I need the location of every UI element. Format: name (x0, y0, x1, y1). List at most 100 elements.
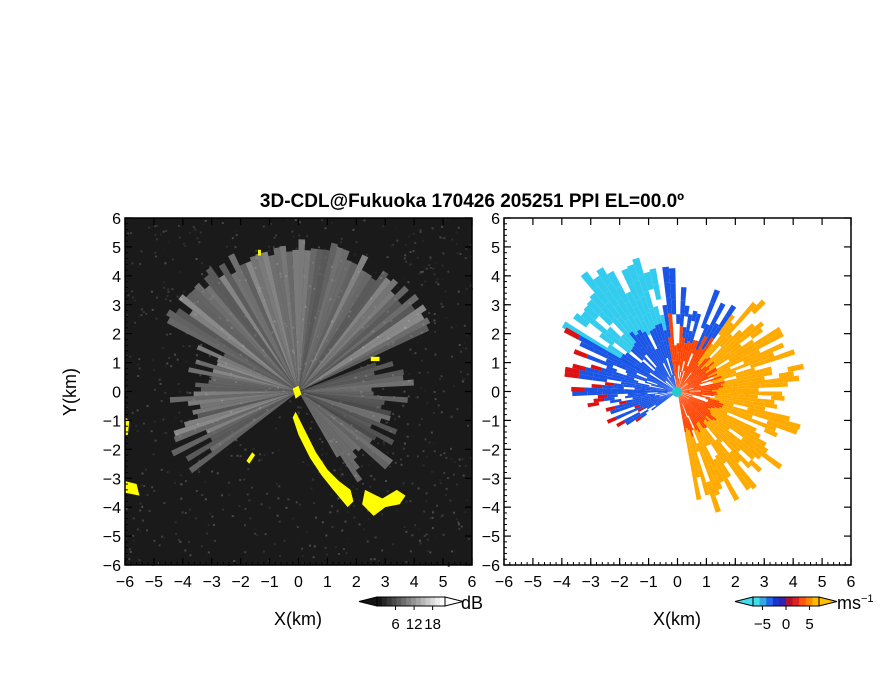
velocity-cell (705, 302, 715, 317)
velocity-cell (706, 481, 716, 498)
velocity-cell (703, 431, 713, 444)
noise-speckle (278, 520, 281, 523)
velocity-cell (632, 399, 643, 405)
echo-beam (245, 261, 299, 392)
noise-speckle (125, 508, 128, 511)
echo-beam (173, 391, 299, 443)
noise-speckle (422, 464, 425, 467)
noise-speckle (263, 454, 266, 457)
velocity-cell (719, 406, 735, 415)
noise-speckle (260, 503, 263, 506)
noise-speckle (444, 290, 447, 293)
noise-speckle (260, 458, 263, 461)
velocity-cell (666, 326, 671, 338)
x-tick-label: 3 (760, 574, 769, 591)
noise-speckle (168, 357, 171, 360)
velocity-cell (753, 334, 769, 347)
intensity-colorbar: 6 12 18 dB (358, 593, 483, 633)
noise-speckle (198, 471, 201, 474)
noise-speckle (426, 538, 429, 541)
strong-echo-region (292, 411, 354, 508)
x-tick-label: 4 (410, 574, 419, 591)
velocity-cell (760, 410, 776, 418)
noise-speckle (291, 517, 294, 520)
noise-speckle (441, 264, 444, 267)
velocity-cell (681, 352, 685, 363)
velocity-cell (715, 335, 727, 349)
velocity-cell (676, 362, 679, 373)
y-tick-label: −1 (482, 413, 500, 430)
velocity-cell (781, 424, 798, 435)
noise-speckle (239, 443, 242, 446)
velocity-cell (648, 395, 656, 399)
noise-speckle (420, 386, 423, 389)
velocity-cell (659, 389, 669, 391)
echo-beam (195, 359, 299, 392)
velocity-cell (693, 464, 701, 478)
velocity-cell (720, 417, 734, 427)
noise-speckle (362, 453, 365, 456)
velocity-cell (679, 313, 685, 327)
velocity-cell (722, 383, 739, 388)
noise-speckle (139, 262, 142, 265)
velocity-cell (682, 365, 689, 379)
velocity-cell (662, 396, 668, 400)
velocity-cell (613, 385, 624, 390)
noise-speckle (275, 430, 278, 433)
velocity-cell (692, 380, 707, 387)
echo-beam (298, 248, 318, 392)
x-tick-label: 3 (381, 574, 390, 591)
noise-speckle (395, 509, 398, 512)
noise-speckle (297, 406, 300, 409)
velocity-cell (627, 264, 640, 283)
noise-speckle (247, 467, 250, 470)
noise-speckle (365, 538, 368, 541)
velocity-cell (655, 384, 667, 389)
noise-speckle (278, 416, 281, 419)
noise-speckle (136, 430, 139, 433)
velocity-cell (690, 376, 705, 385)
velocity-cell (643, 271, 654, 291)
echo-beam (205, 266, 299, 392)
noise-speckle (382, 387, 385, 390)
noise-speckle (205, 532, 208, 535)
noise-speckle (129, 550, 132, 553)
velocity-cell (688, 358, 696, 370)
velocity-cell (651, 371, 665, 383)
echo-beam (216, 362, 299, 392)
echo-beam (298, 391, 382, 423)
velocity-cell (601, 367, 614, 375)
velocity-cell (605, 347, 622, 360)
velocity-cell (687, 401, 699, 412)
colorbar-frame (376, 596, 446, 607)
velocity-cell (738, 475, 752, 491)
colorbar-segment (440, 597, 446, 606)
velocity-cell (703, 373, 718, 381)
noise-speckle (428, 311, 431, 314)
noise-speckle (252, 448, 255, 451)
velocity-cell (747, 446, 762, 460)
noise-speckle (135, 424, 138, 427)
noise-speckle (460, 525, 463, 528)
noise-speckle (440, 302, 443, 305)
echo-beam (298, 391, 391, 422)
velocity-cell (715, 419, 730, 431)
noise-speckle (251, 460, 254, 463)
velocity-cell (731, 423, 745, 434)
velocity-cell (691, 357, 699, 367)
echo-beam (298, 361, 394, 392)
velocity-cell (717, 430, 731, 443)
noise-speckle (201, 273, 204, 276)
velocity-cell (724, 432, 736, 443)
noise-speckle (209, 376, 212, 379)
velocity-cell (646, 403, 656, 410)
velocity-cell (633, 305, 645, 322)
noise-speckle (297, 412, 300, 415)
velocity-cell (634, 367, 650, 377)
velocity-cell (611, 388, 625, 392)
noise-speckle (132, 534, 135, 537)
noise-speckle (382, 225, 385, 228)
velocity-cell (627, 393, 638, 396)
noise-speckle (163, 502, 166, 505)
velocity-cell (635, 363, 651, 374)
